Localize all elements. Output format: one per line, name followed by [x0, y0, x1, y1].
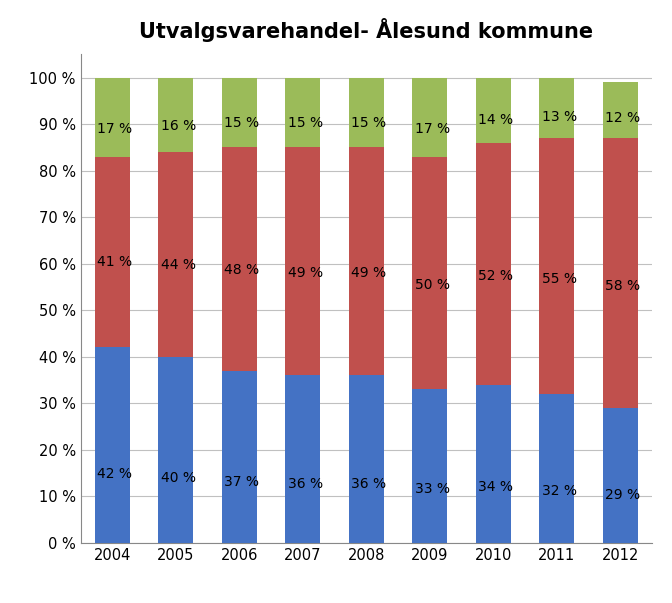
- Bar: [159, 356, 194, 543]
- Text: 48 %: 48 %: [224, 263, 259, 277]
- Bar: [222, 371, 257, 543]
- Text: 34 %: 34 %: [478, 481, 513, 494]
- Bar: [159, 78, 194, 152]
- Text: 15 %: 15 %: [224, 116, 259, 130]
- Text: 29 %: 29 %: [605, 488, 640, 502]
- Text: 36 %: 36 %: [288, 477, 323, 491]
- Bar: [349, 78, 384, 147]
- Bar: [286, 375, 321, 543]
- Bar: [349, 375, 384, 543]
- Text: 44 %: 44 %: [161, 257, 196, 271]
- Title: Utvalgsvarehandel- Ålesund kommune: Utvalgsvarehandel- Ålesund kommune: [139, 17, 593, 42]
- Bar: [476, 385, 511, 543]
- Bar: [539, 394, 574, 543]
- Text: 40 %: 40 %: [161, 470, 196, 485]
- Text: 55 %: 55 %: [542, 272, 577, 286]
- Bar: [412, 389, 447, 543]
- Bar: [539, 138, 574, 394]
- Text: 37 %: 37 %: [224, 475, 259, 490]
- Text: 58 %: 58 %: [605, 279, 640, 294]
- Text: 14 %: 14 %: [478, 113, 513, 127]
- Bar: [159, 152, 194, 356]
- Bar: [95, 347, 130, 543]
- Text: 17 %: 17 %: [97, 122, 132, 136]
- Bar: [603, 138, 638, 408]
- Text: 33 %: 33 %: [415, 482, 450, 496]
- Text: 49 %: 49 %: [288, 266, 323, 280]
- Bar: [476, 78, 511, 143]
- Text: 12 %: 12 %: [605, 112, 640, 125]
- Text: 16 %: 16 %: [161, 119, 196, 133]
- Bar: [222, 78, 257, 147]
- Bar: [286, 147, 321, 375]
- Text: 36 %: 36 %: [351, 477, 386, 491]
- Text: 32 %: 32 %: [542, 484, 577, 497]
- Bar: [412, 157, 447, 389]
- Bar: [412, 78, 447, 157]
- Bar: [95, 78, 130, 157]
- Bar: [539, 78, 574, 138]
- Text: 15 %: 15 %: [351, 116, 386, 130]
- Text: 52 %: 52 %: [478, 269, 513, 283]
- Text: 49 %: 49 %: [351, 266, 386, 280]
- Bar: [476, 143, 511, 385]
- Bar: [222, 147, 257, 371]
- Text: 50 %: 50 %: [415, 277, 450, 291]
- Text: 41 %: 41 %: [97, 254, 132, 268]
- Bar: [603, 82, 638, 138]
- Bar: [603, 408, 638, 543]
- Bar: [286, 78, 321, 147]
- Text: 13 %: 13 %: [542, 110, 577, 124]
- Text: 17 %: 17 %: [415, 122, 450, 136]
- Bar: [95, 157, 130, 347]
- Text: 42 %: 42 %: [97, 467, 132, 481]
- Text: 15 %: 15 %: [288, 116, 323, 130]
- Bar: [349, 147, 384, 375]
